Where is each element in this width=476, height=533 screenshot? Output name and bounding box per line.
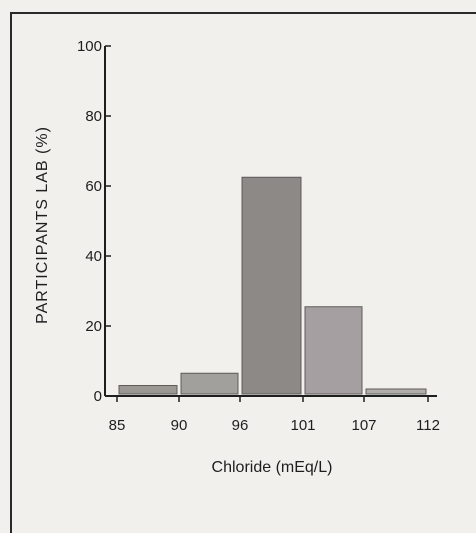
y-tick-label: 100 [77, 38, 102, 55]
y-tick-label: 60 [85, 178, 102, 195]
y-axis-label: PARTICIPANTS LAB (%) [34, 126, 51, 324]
y-tick-label: 40 [85, 248, 102, 265]
x-tick-label: 107 [351, 417, 376, 434]
x-tick-label: 101 [290, 417, 315, 434]
bar-90-96 [180, 372, 239, 395]
x-tick-label: 96 [232, 417, 249, 434]
x-axis-label: Chloride (mEq/L) [212, 459, 333, 476]
y-tick-label: 20 [85, 318, 102, 335]
bar-96-101 [241, 176, 302, 395]
y-tick-label: 80 [85, 108, 102, 125]
x-tick-label: 90 [171, 417, 188, 434]
y-tick-label: 0 [94, 388, 102, 405]
bar-101-107 [304, 306, 363, 395]
x-tick-label: 112 [416, 417, 440, 434]
bar-107-112 [365, 388, 427, 395]
x-tick-label: 85 [109, 417, 126, 434]
figure-frame [10, 12, 476, 533]
bar-85-90 [118, 385, 178, 395]
